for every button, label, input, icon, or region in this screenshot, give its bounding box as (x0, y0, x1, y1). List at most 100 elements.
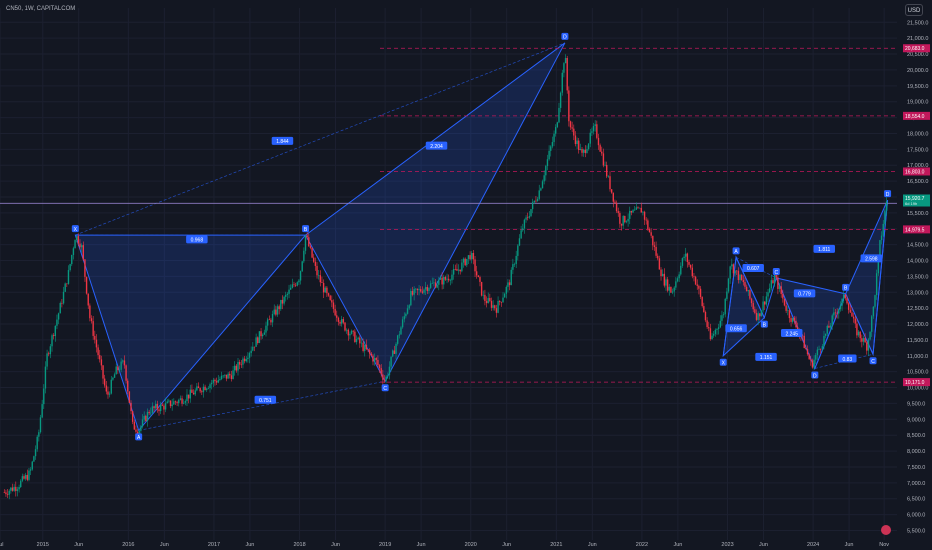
small-point-d: D (813, 373, 817, 379)
candle-body (724, 298, 726, 315)
candle-body (117, 366, 119, 371)
small-ratio-xb (723, 317, 765, 357)
pattern-point-b: B (304, 227, 308, 233)
candle-body (619, 213, 621, 224)
candle-body (615, 202, 618, 212)
candle-body (558, 107, 560, 123)
level-tag: 16,803.0 (905, 169, 925, 175)
candle-body (48, 353, 50, 355)
candle-body (629, 210, 631, 219)
candle-body (678, 274, 680, 279)
candle-body (388, 366, 391, 376)
candle-body (255, 337, 257, 347)
candle-body (533, 200, 535, 203)
candle-body (169, 400, 172, 407)
candle-body (120, 361, 122, 370)
candle-body (874, 295, 876, 307)
candle-body (186, 394, 188, 402)
candle-body (441, 277, 443, 285)
candle-body (650, 232, 652, 236)
candle-body (405, 313, 407, 317)
candle-body (79, 243, 81, 248)
currency-selector[interactable]: USD (905, 4, 923, 16)
candle-body (276, 306, 279, 315)
level-tag-bg (903, 378, 930, 387)
candle-body (59, 303, 61, 314)
candle-body (209, 384, 211, 388)
x-tick-label: Jun (502, 542, 511, 548)
candle-body (44, 366, 47, 389)
candle-body (332, 302, 335, 309)
candle-body (3, 492, 5, 493)
candle-body (293, 284, 295, 285)
candle-body (248, 353, 251, 358)
candle-body (201, 391, 203, 393)
candle-body (500, 301, 503, 303)
candle-body (319, 275, 322, 283)
small-ratio-label: 0.656 (730, 327, 743, 333)
candle-body (418, 289, 420, 291)
candle-body (281, 299, 284, 304)
small-ratio-label: 2.598 (865, 257, 878, 263)
ratio-label: 1.844 (276, 139, 289, 145)
candle-body (102, 365, 104, 379)
candle-body (806, 349, 809, 355)
x-tick-label: Nov (879, 542, 889, 548)
candle-body (454, 269, 456, 270)
candle-body (230, 375, 233, 380)
ratio-label-bg (186, 235, 208, 244)
candle-body (783, 298, 786, 306)
small-ratio-label-bg (780, 329, 803, 338)
x-tick-label: Jun (588, 542, 597, 548)
candle-body (316, 265, 318, 276)
pattern-point-x-bg (71, 225, 79, 233)
candle-body (503, 293, 506, 298)
candle-body (879, 240, 881, 257)
candle-body (342, 319, 345, 323)
y-tick-label: 21,000.0 (907, 36, 928, 42)
candle-body (495, 308, 498, 313)
small-ratio-label: 0.83 (842, 357, 852, 363)
candle-body (428, 287, 430, 291)
candle-body (273, 309, 275, 314)
candle-body (745, 286, 748, 292)
ratio-line-ac (138, 380, 386, 431)
candle-body (77, 236, 80, 244)
candle-body (642, 211, 644, 213)
y-tick-label: 14,500.0 (907, 243, 928, 249)
candle-body (406, 308, 409, 314)
candle-body (536, 198, 539, 202)
candle-body (33, 456, 35, 462)
candle-body (122, 360, 124, 362)
candle-body (579, 148, 582, 150)
candle-body (554, 127, 557, 134)
candle-body (275, 309, 277, 315)
candle-body (133, 421, 136, 430)
pattern-point-x: X (74, 227, 78, 233)
candle-body (693, 276, 695, 277)
candle-body (80, 245, 83, 248)
candle-body (322, 282, 325, 293)
candle-body (471, 253, 473, 260)
candle-body (633, 209, 636, 211)
candle-body (843, 294, 845, 299)
x-tick-label: Jun (417, 542, 426, 548)
candle-body (110, 379, 112, 394)
candle-body (294, 284, 297, 286)
candle-body (487, 298, 489, 304)
candle-body (815, 355, 817, 360)
candle-body (334, 308, 336, 316)
candle-body (398, 334, 401, 336)
candle-body (609, 176, 611, 190)
candle-body (778, 286, 781, 289)
candle-body (581, 148, 583, 153)
candle-body (56, 319, 58, 326)
candle-body (118, 369, 121, 371)
candle-body (819, 348, 822, 350)
candle-body (652, 235, 654, 246)
x-tick-label: 2016 (122, 542, 134, 548)
candle-body (266, 319, 269, 326)
candle-body (790, 318, 792, 322)
candle-body (173, 401, 175, 405)
